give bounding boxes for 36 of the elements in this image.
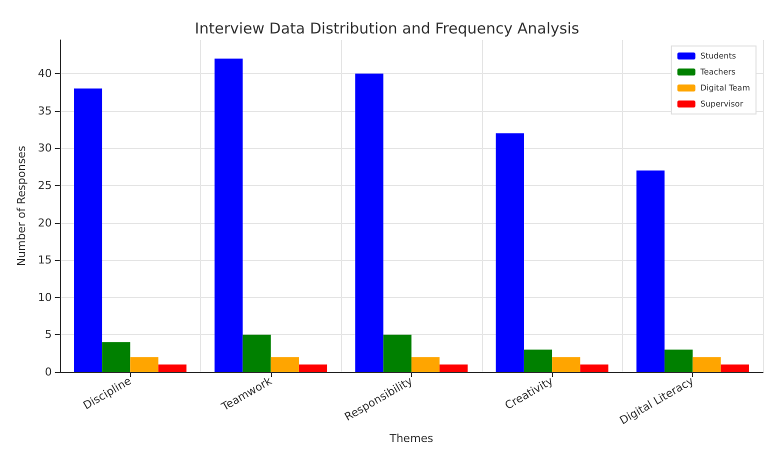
bar bbox=[74, 88, 102, 372]
bar bbox=[664, 350, 693, 372]
bar bbox=[552, 357, 580, 372]
bar bbox=[158, 364, 186, 372]
bar bbox=[692, 357, 721, 372]
y-tick-label: 10 bbox=[38, 290, 52, 304]
y-tick-label: 0 bbox=[44, 366, 52, 378]
bar bbox=[580, 364, 608, 372]
bar bbox=[242, 334, 271, 372]
bar bbox=[102, 342, 130, 372]
bar bbox=[720, 364, 749, 372]
y-tick-label: 35 bbox=[38, 104, 52, 118]
bar bbox=[440, 364, 468, 372]
bar bbox=[496, 133, 524, 372]
y-tick-label: 25 bbox=[38, 178, 52, 192]
y-tick-label: 40 bbox=[38, 67, 52, 80]
bar bbox=[214, 58, 243, 372]
legend-label: Digital Team bbox=[700, 84, 750, 92]
legend-label: Teachers bbox=[699, 68, 736, 76]
bar bbox=[355, 74, 384, 372]
x-axis-title: Themes bbox=[388, 432, 434, 445]
y-tick-label: 20 bbox=[38, 216, 52, 230]
bar bbox=[524, 350, 552, 372]
bar bbox=[130, 357, 158, 372]
y-tick-label: 15 bbox=[38, 254, 52, 267]
chart-title: Interview Data Distribution and Frequency Analysis bbox=[194, 20, 580, 38]
bar bbox=[270, 357, 299, 372]
y-tick-label: 30 bbox=[38, 142, 52, 155]
bar bbox=[411, 357, 440, 372]
bar bbox=[636, 170, 665, 372]
y-tick-label: 5 bbox=[44, 328, 52, 342]
bar bbox=[298, 364, 328, 372]
legend-label: Supervisor bbox=[700, 100, 744, 108]
bar bbox=[383, 334, 412, 372]
y-axis-title: Number of Responses bbox=[15, 146, 28, 266]
legend-label: Students bbox=[700, 52, 736, 60]
